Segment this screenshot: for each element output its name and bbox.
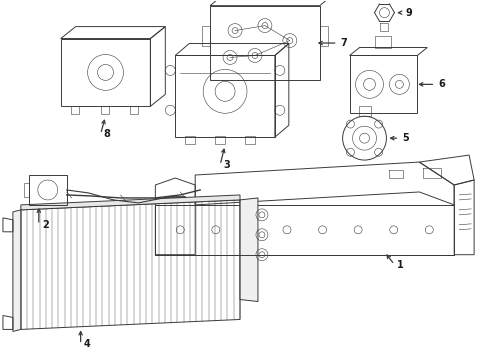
Text: 7: 7 — [341, 38, 347, 48]
Text: 4: 4 — [84, 339, 90, 349]
Text: 5: 5 — [402, 133, 409, 143]
Polygon shape — [21, 195, 240, 210]
Text: 3: 3 — [223, 160, 230, 170]
Text: 6: 6 — [438, 79, 445, 89]
Text: 9: 9 — [405, 8, 412, 18]
Text: 8: 8 — [103, 129, 110, 139]
Polygon shape — [13, 210, 21, 332]
Polygon shape — [240, 198, 258, 302]
Text: 2: 2 — [42, 220, 49, 230]
Text: 1: 1 — [397, 260, 404, 270]
